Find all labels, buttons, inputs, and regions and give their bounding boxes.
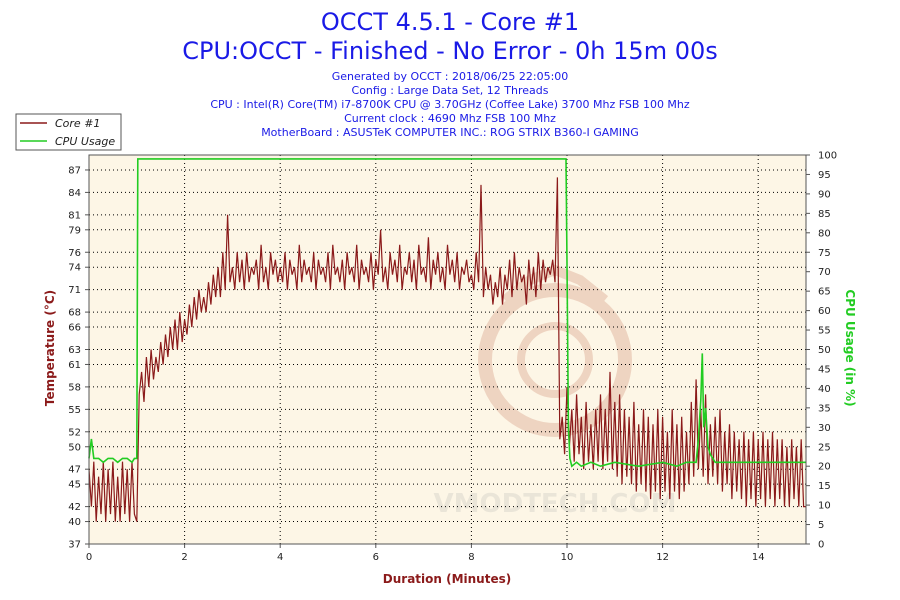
x-axis-ticks: 0 2 4 6 8 10 12 14 <box>86 544 765 563</box>
y-tick-label: 66 <box>68 323 81 334</box>
y-tick-label: 87 <box>68 165 81 176</box>
y2-tick-label: 25 <box>818 442 831 453</box>
y2-tick-label: 70 <box>818 267 831 278</box>
x-tick-label: 8 <box>468 552 474 563</box>
chart-title: OCCT 4.5.1 - Core #1 <box>321 8 579 36</box>
y-tick-label: 58 <box>68 382 81 393</box>
y-axis-ticks: 37 40 42 45 47 50 52 55 58 61 63 66 68 71 74 76 79 81 84 87 <box>68 165 89 551</box>
y-tick-label: 47 <box>68 465 81 476</box>
y-tick-label: 55 <box>68 405 81 416</box>
y2-tick-label: 80 <box>818 228 831 239</box>
series-line-core-1 <box>88 177 806 522</box>
y-tick-label: 76 <box>68 248 81 259</box>
y-tick-label: 68 <box>68 308 81 319</box>
info-config: Config : Large Data Set, 12 Threads <box>352 84 549 97</box>
y-tick-label: 63 <box>68 345 81 356</box>
y2-tick-label: 75 <box>818 248 831 259</box>
info-cpu: CPU : Intel(R) Core(TM) i7-8700K CPU @ 3… <box>210 98 690 111</box>
y2-tick-label: 85 <box>818 209 831 220</box>
watermark-logo-ring <box>478 283 632 437</box>
y-tick-label: 42 <box>68 502 81 513</box>
y-tick-label: 81 <box>68 210 81 221</box>
y-axis-label: Temperature (°C) <box>43 290 57 406</box>
legend: Core #1 CPU Usage <box>15 113 122 151</box>
series-line-cpu-usage <box>88 158 806 468</box>
x-tick-label: 0 <box>86 552 92 563</box>
y2-tick-label: 40 <box>818 384 831 395</box>
y2-tick-label: 30 <box>818 423 831 434</box>
plot-area <box>89 155 806 544</box>
y2-tick-label: 65 <box>818 287 831 298</box>
y-tick-label: 40 <box>68 517 81 528</box>
x-tick-label: 2 <box>181 552 187 563</box>
info-motherboard: MotherBoard : ASUSTeK COMPUTER INC.: ROG… <box>261 126 639 139</box>
x-tick-label: 14 <box>752 552 765 563</box>
y2-tick-label: 5 <box>818 520 824 531</box>
y2-tick-label: 50 <box>818 345 831 356</box>
y2-tick-label: 90 <box>818 189 831 200</box>
y-tick-label: 79 <box>68 225 81 236</box>
y2-tick-label: 100 <box>818 151 837 162</box>
y2-tick-label: 10 <box>818 501 831 512</box>
y2-tick-label: 55 <box>818 326 831 337</box>
x-axis-label: Duration (Minutes) <box>383 572 511 586</box>
y2-tick-label: 60 <box>818 306 831 317</box>
legend-label-cpu-usage: CPU Usage <box>55 135 115 148</box>
y2-tick-label: 45 <box>818 364 831 375</box>
y-tick-label: 50 <box>68 442 81 453</box>
watermark-text: VMODTECH.COM <box>434 489 677 519</box>
info-clock: Current clock : 4690 Mhz FSB 100 Mhz <box>344 112 556 125</box>
x-tick-label: 6 <box>373 552 379 563</box>
y2-tick-label: 20 <box>818 462 831 473</box>
y-tick-label: 52 <box>68 427 81 438</box>
y2-tick-label: 95 <box>818 170 831 181</box>
y-tick-label: 45 <box>68 480 81 491</box>
y2-axis-label: CPU Usage (in %) <box>843 289 857 406</box>
plot-frame <box>88 154 807 545</box>
chart-subtitle: CPU:OCCT - Finished - No Error - 0h 15m … <box>182 37 718 65</box>
info-generated: Generated by OCCT : 2018/06/25 22:05:00 <box>332 70 569 83</box>
y2-tick-label: 0 <box>818 540 824 551</box>
y2-axis-ticks: 0 5 10 15 20 25 30 35 40 45 50 55 60 65 70 75 80 85 90 95 10… <box>806 151 837 551</box>
y-tick-label: 37 <box>68 540 81 551</box>
y-tick-label: 84 <box>68 188 81 199</box>
y2-tick-label: 15 <box>818 481 831 492</box>
y-tick-label: 74 <box>68 263 81 274</box>
y-tick-label: 61 <box>68 360 81 371</box>
watermark-logo-center <box>517 322 593 398</box>
x-tick-label: 4 <box>277 552 283 563</box>
x-tick-label: 10 <box>561 552 574 563</box>
legend-label-core-1: Core #1 <box>55 117 100 130</box>
y2-tick-label: 35 <box>818 403 831 414</box>
y-tick-label: 71 <box>68 285 81 296</box>
legend-box <box>15 113 122 151</box>
x-tick-label: 12 <box>656 552 669 563</box>
